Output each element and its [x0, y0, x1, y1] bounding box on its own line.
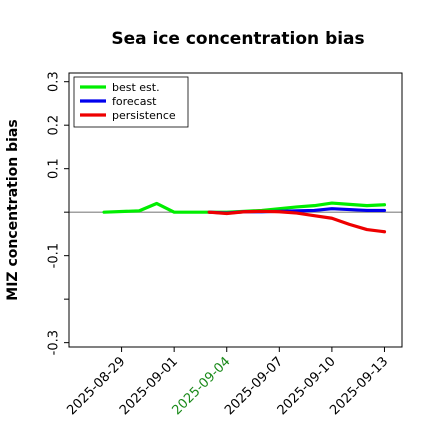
chart-title: Sea ice concentration bias [111, 29, 364, 49]
legend-label: persistence [112, 109, 176, 122]
legend-label: forecast [112, 95, 157, 108]
series-layer [102, 201, 387, 234]
series-line-persistence [207, 209, 387, 234]
y-tick-label: 0.1 [47, 158, 62, 179]
plot-frame [68, 72, 403, 348]
legend-box [73, 76, 189, 128]
y-tick-label: -0.3 [47, 330, 62, 355]
y-tick-label: 0.2 [47, 115, 62, 136]
legend-label: best est. [112, 81, 160, 94]
y-axis-label: MIZ concentration bias [5, 119, 21, 300]
y-tick-label: -0.1 [47, 243, 62, 268]
y-tick-label: 0.3 [47, 71, 62, 92]
